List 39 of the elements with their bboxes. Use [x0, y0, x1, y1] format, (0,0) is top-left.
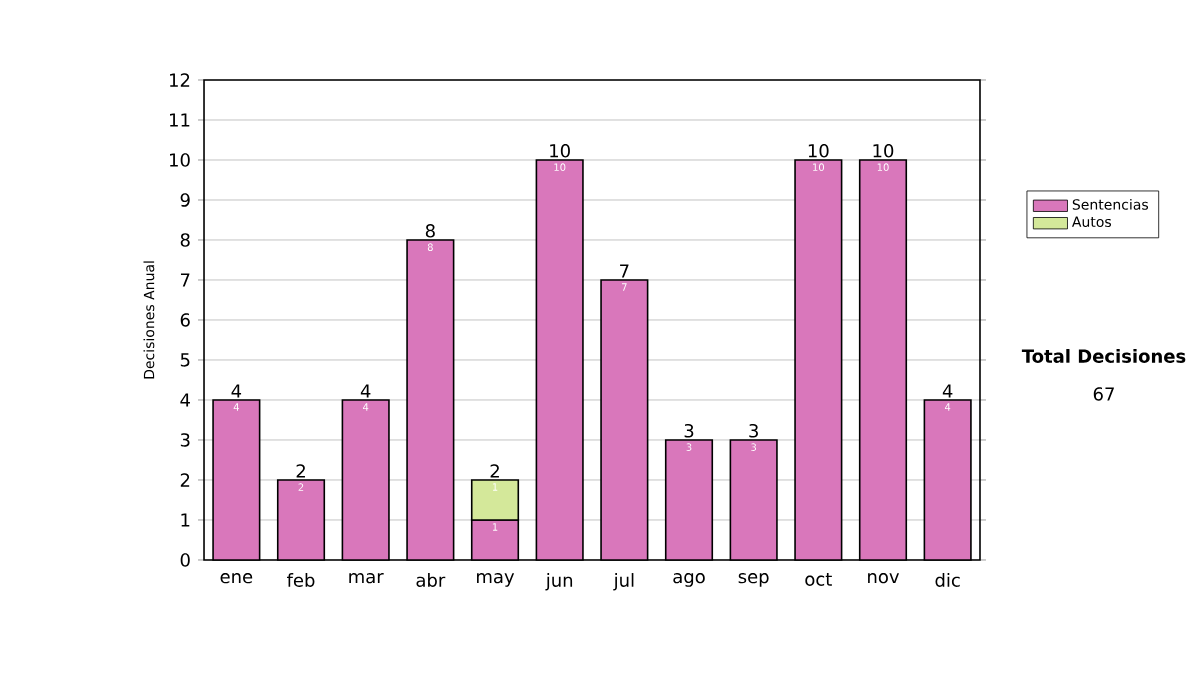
total-label: 4	[942, 384, 953, 398]
y-tick-label: 4	[180, 393, 190, 407]
y-tick-label: 2	[180, 473, 190, 487]
total-label: 3	[684, 423, 694, 438]
y-tick-label: 10	[170, 153, 190, 167]
total-label: 10	[808, 143, 829, 158]
y-tick-label: 3	[180, 433, 190, 447]
total-label: 8	[425, 223, 435, 238]
y-tick-label: 9	[180, 193, 190, 207]
y-tick-label: 7	[180, 273, 190, 287]
y-tick-label: 8	[180, 233, 190, 247]
text: Total Decisiones	[1021, 349, 1186, 363]
x-tick-label: may	[477, 573, 515, 587]
x-tick-label: dic	[935, 573, 960, 587]
x-tick-label: abr	[416, 573, 446, 587]
total-label: 3	[749, 423, 758, 438]
total-label: 2	[296, 464, 305, 478]
x-tick-label: oct	[805, 573, 832, 586]
text: 67	[1093, 387, 1114, 401]
x-tick-label: mar	[349, 573, 384, 584]
y-tick-label: 1	[181, 513, 190, 527]
y-tick-label: 5	[180, 353, 190, 367]
y-tick-label: 11	[170, 113, 190, 127]
y-tick-label: 0	[180, 553, 190, 567]
total-label: 4	[360, 384, 371, 398]
total-label: 10	[873, 143, 894, 158]
total-label: 10	[550, 143, 570, 158]
x-tick-label: feb	[287, 573, 315, 587]
y-tick-label: 6	[180, 313, 190, 327]
total-label: 7	[620, 264, 629, 278]
x-tick-label: ago	[673, 573, 705, 587]
y-tick-label: 12	[170, 73, 190, 87]
total-label: 4	[231, 384, 242, 398]
x-tick-label: sep	[738, 573, 769, 587]
x-tick-label: ene	[220, 573, 253, 584]
x-tick-label: jul	[613, 573, 634, 591]
x-tick-label: nov	[868, 573, 900, 584]
x-tick-label: jun	[545, 573, 573, 591]
total-label: 2	[490, 464, 499, 478]
